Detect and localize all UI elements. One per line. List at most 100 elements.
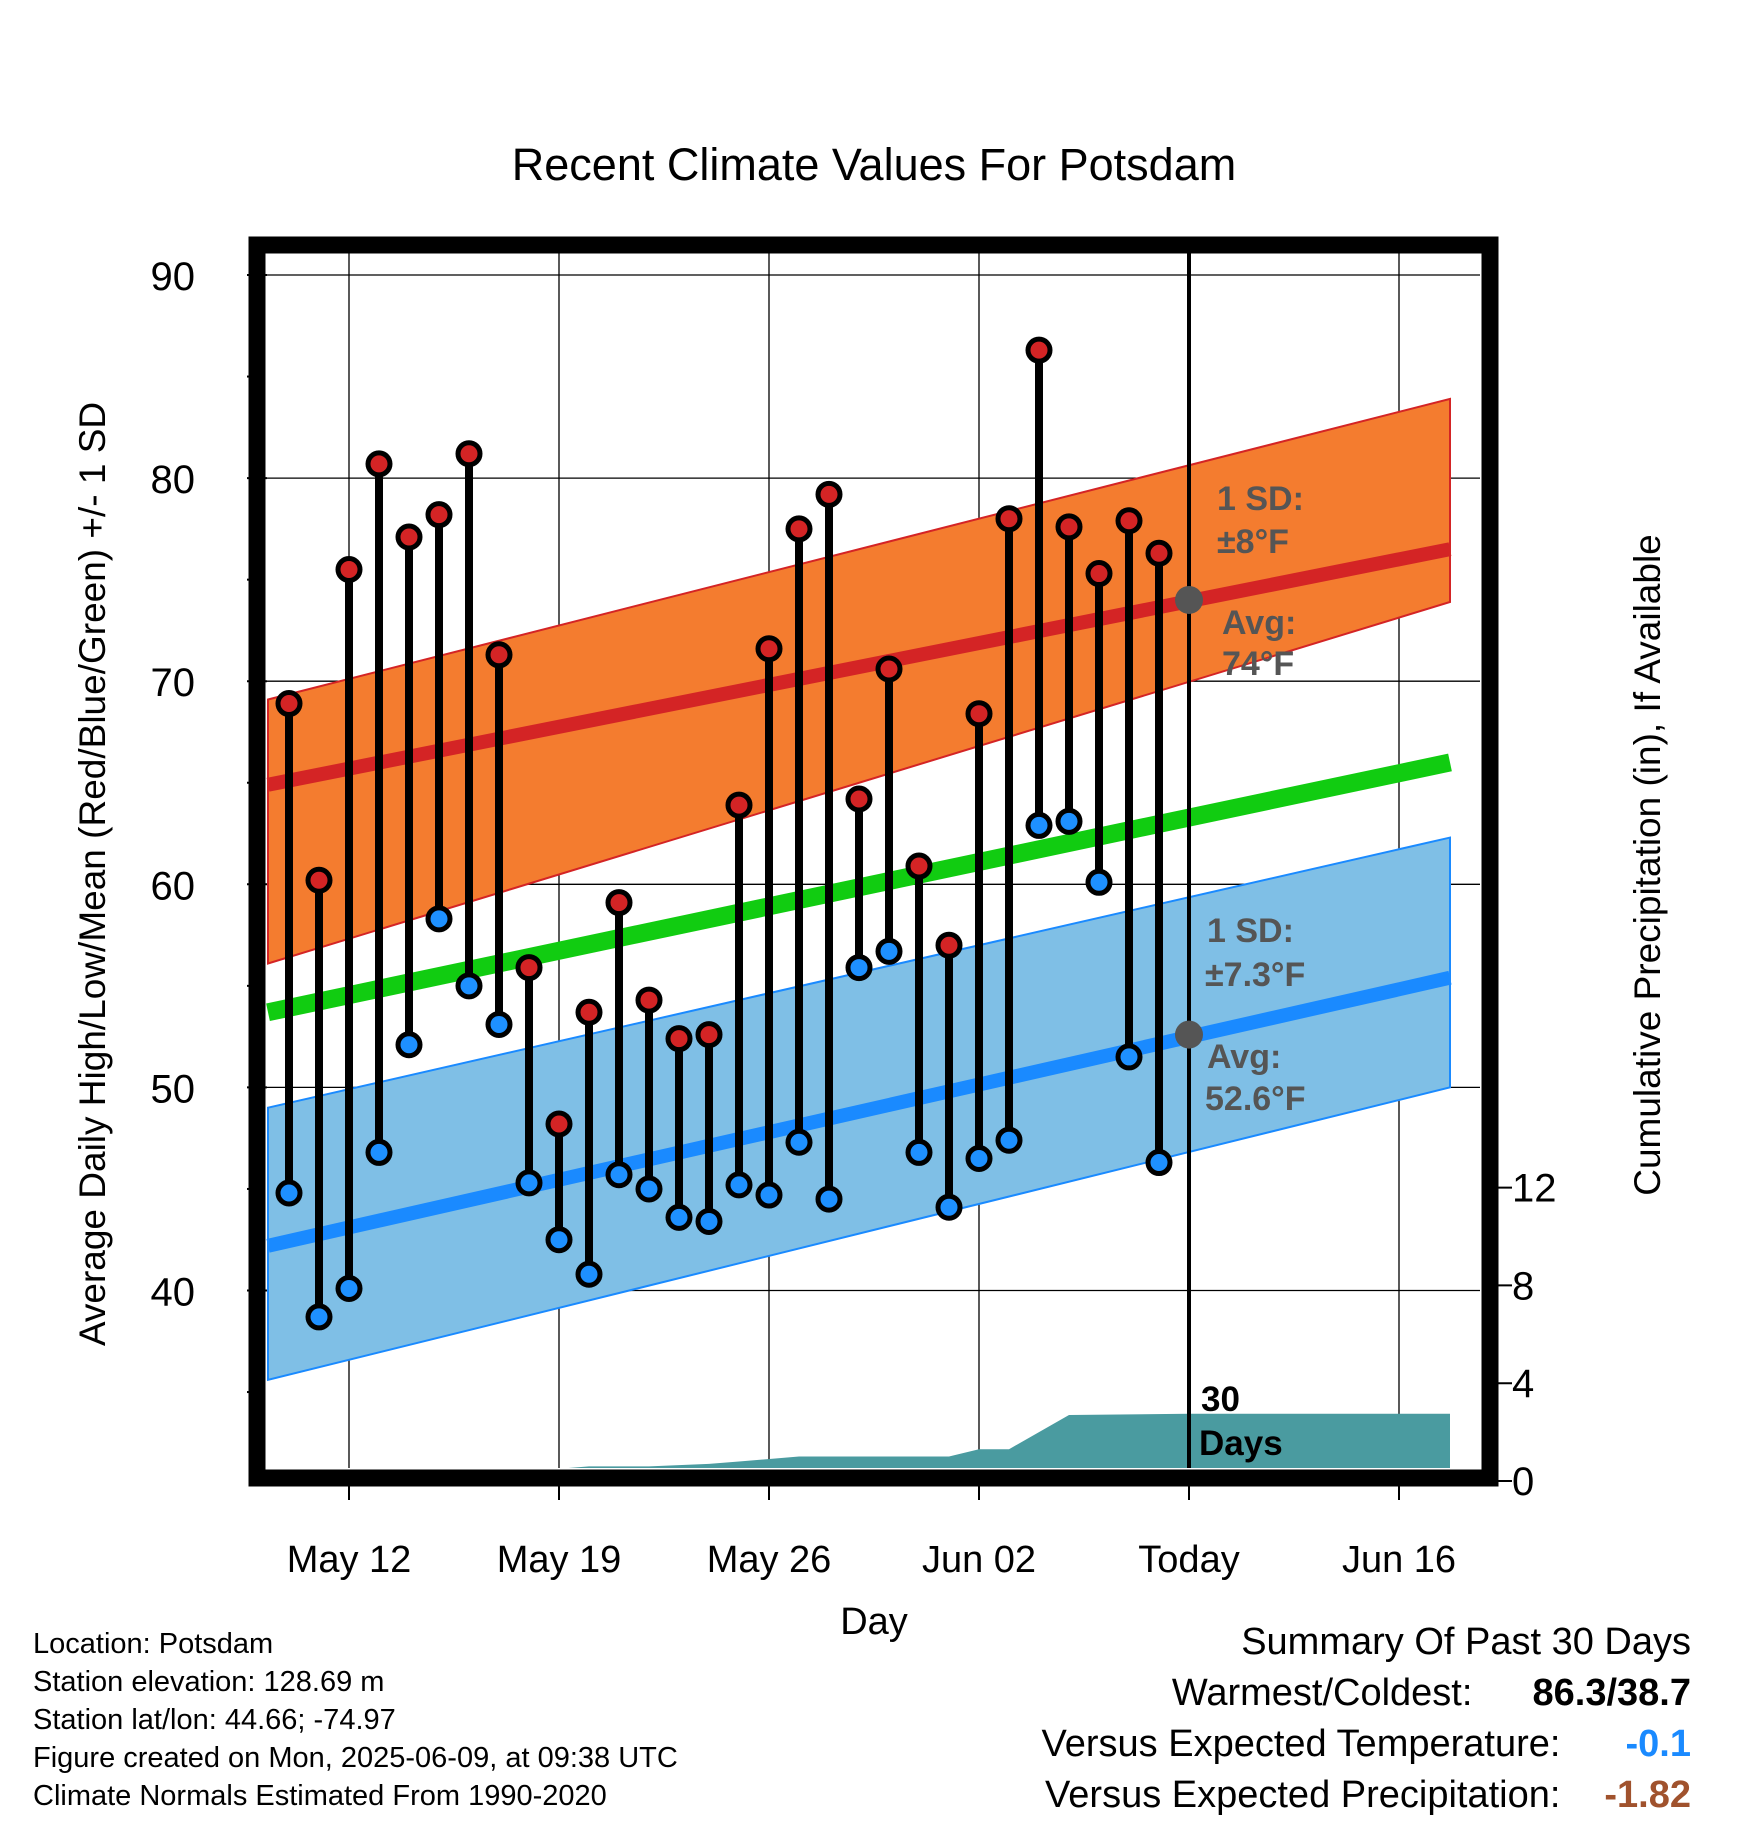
y-right-tick-label: 0 [1512,1460,1534,1504]
daily-high-point [1025,336,1053,364]
y-axis-label: Average Daily High/Low/Mean (Red/Blue/Gr… [72,402,113,1346]
daily-high-point [365,450,393,478]
daily-low-point [755,1181,783,1209]
y-right-tick-label: 8 [1512,1264,1534,1308]
daily-high-point [635,986,663,1014]
x-axis-label: Day [840,1601,908,1643]
daily-low-point [575,1260,603,1288]
daily-high-point [575,998,603,1026]
daily-high-point [875,655,903,683]
daily-low-point [515,1169,543,1197]
daily-low-point [1055,807,1083,835]
created-text: Figure created on Mon, 2025-06-09, at 09… [33,1742,678,1774]
normals-text: Climate Normals Estimated From 1990-2020 [33,1780,607,1812]
daily-low-point [305,1303,333,1331]
daily-low-point [995,1126,1023,1154]
precip-label: Versus Expected Precipitation: [1045,1774,1561,1816]
latlon-text: Station lat/lon: 44.66; -74.97 [33,1704,396,1736]
daily-low-point [605,1161,633,1189]
daily-high-point [1055,513,1083,541]
daily-high-point [395,523,423,551]
daily-low-point [695,1207,723,1235]
low-sd-label: 1 SD: [1207,912,1294,950]
daily-low-point [665,1203,693,1231]
summary-panel: Summary Of Past 30 Days Warmest/Coldest:… [1042,1617,1691,1821]
location-text: Location: Potsdam [33,1628,274,1660]
high-avg-value: 74°F [1222,645,1294,683]
daily-high-point [485,641,513,669]
chart-title: Recent Climate Values For Potsdam [512,139,1236,190]
x-tick-label: Today [1138,1539,1239,1581]
daily-low-point [365,1138,393,1166]
daily-high-point [455,440,483,468]
daily-high-point [725,791,753,819]
x-tick-label: Jun 02 [922,1539,1036,1581]
daily-low-point [275,1179,303,1207]
daily-low-point [1085,868,1113,896]
summary-title: Summary Of Past 30 Days [1241,1621,1691,1663]
daily-high-point [665,1025,693,1053]
y-tick-label: 70 [151,661,196,705]
temp-value: -0.1 [1625,1723,1691,1765]
x-tick-label: May 26 [707,1539,832,1581]
daily-low-point [725,1171,753,1199]
summary-temp-row: Versus Expected Temperature: -0.1 [1042,1719,1691,1770]
temp-label: Versus Expected Temperature: [1041,1723,1561,1765]
y-tick-label: 80 [151,458,196,502]
daily-low-point [1115,1043,1143,1071]
daily-low-point [935,1193,963,1221]
daily-low-point [905,1138,933,1166]
precipitation-area [568,1413,1450,1468]
daily-high-point [845,785,873,813]
daily-high-point [815,480,843,508]
daily-high-point [545,1110,573,1138]
daily-low-point [485,1010,513,1038]
low-avg-value: 52.6°F [1205,1080,1306,1118]
daily-low-point [785,1128,813,1156]
daily-low-point [845,954,873,982]
daily-high-point [905,852,933,880]
warmest-value: 86.3/38.7 [1532,1672,1691,1714]
summary-precip-row: Versus Expected Precipitation: -1.82 [1042,1770,1691,1821]
y-right-tick-label: 4 [1512,1362,1534,1406]
low-average-line [266,970,1452,1253]
low-sd-value: ±7.3°F [1205,956,1305,994]
daily-low-point [425,905,453,933]
x-tick-label: May 12 [287,1539,412,1581]
x-tick-label: May 19 [497,1539,622,1581]
daily-high-point [965,700,993,728]
y-tick-label: 60 [151,864,196,908]
warmest-label: Warmest/Coldest: [1171,1672,1473,1714]
daily-high-point [755,635,783,663]
y-right-tick-label: 12 [1512,1167,1557,1211]
daily-high-point [305,866,333,894]
high-avg-label: Avg: [1222,604,1296,642]
daily-low-point [635,1175,663,1203]
plot-frame [248,236,1499,1487]
daily-low-point [335,1274,363,1302]
daily-high-point [605,889,633,917]
high-avg-marker [1175,585,1203,614]
daily-high-point [785,515,813,543]
daily-low-point [815,1185,843,1213]
daily-low-point [545,1226,573,1254]
daily-high-point [1115,507,1143,535]
station-info: Location: Potsdam Station elevation: 128… [33,1625,678,1815]
daily-low-point [1145,1149,1173,1177]
daily-high-point [995,505,1023,533]
summary-warmest-row: Warmest/Coldest: 86.3/38.7 [1042,1668,1691,1719]
high-sd-label: 1 SD: [1217,480,1304,518]
low-avg-marker [1175,1020,1203,1049]
elevation-text: Station elevation: 128.69 m [33,1666,385,1698]
y-tick-label: 90 [151,255,196,299]
daily-high-point [425,501,453,529]
daily-high-point [695,1021,723,1049]
daily-low-point [455,972,483,1000]
daily-low-point [1025,811,1053,839]
x-tick-label: Jun 16 [1342,1539,1456,1581]
daily-high-point [515,954,543,982]
y-tick-label: 40 [151,1271,196,1315]
precip-value: -1.82 [1604,1774,1691,1816]
high-sd-band [267,397,1451,965]
